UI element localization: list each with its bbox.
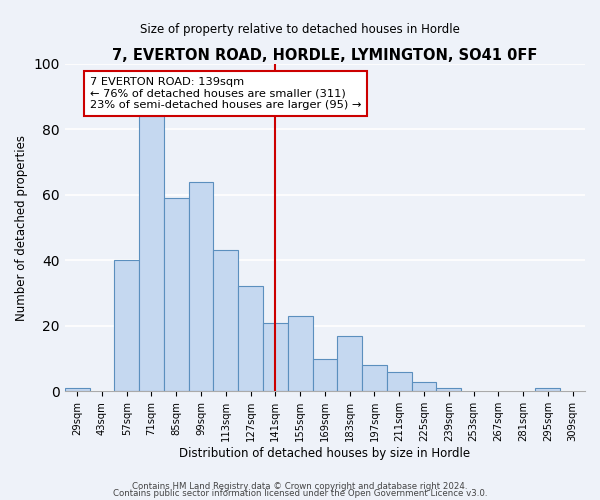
X-axis label: Distribution of detached houses by size in Hordle: Distribution of detached houses by size …: [179, 447, 470, 460]
Bar: [412, 382, 436, 392]
Bar: [65, 388, 89, 392]
Bar: [313, 358, 337, 392]
Text: Size of property relative to detached houses in Hordle: Size of property relative to detached ho…: [140, 22, 460, 36]
Bar: [115, 260, 139, 392]
Text: 7 EVERTON ROAD: 139sqm
← 76% of detached houses are smaller (311)
23% of semi-de: 7 EVERTON ROAD: 139sqm ← 76% of detached…: [89, 77, 361, 110]
Bar: [188, 182, 214, 392]
Y-axis label: Number of detached properties: Number of detached properties: [15, 134, 28, 320]
Bar: [139, 116, 164, 392]
Bar: [387, 372, 412, 392]
Text: Contains public sector information licensed under the Open Government Licence v3: Contains public sector information licen…: [113, 489, 487, 498]
Bar: [362, 365, 387, 392]
Text: Contains HM Land Registry data © Crown copyright and database right 2024.: Contains HM Land Registry data © Crown c…: [132, 482, 468, 491]
Bar: [436, 388, 461, 392]
Bar: [238, 286, 263, 392]
Bar: [535, 388, 560, 392]
Bar: [164, 198, 188, 392]
Bar: [337, 336, 362, 392]
Title: 7, EVERTON ROAD, HORDLE, LYMINGTON, SO41 0FF: 7, EVERTON ROAD, HORDLE, LYMINGTON, SO41…: [112, 48, 538, 62]
Bar: [214, 250, 238, 392]
Bar: [288, 316, 313, 392]
Bar: [263, 322, 288, 392]
